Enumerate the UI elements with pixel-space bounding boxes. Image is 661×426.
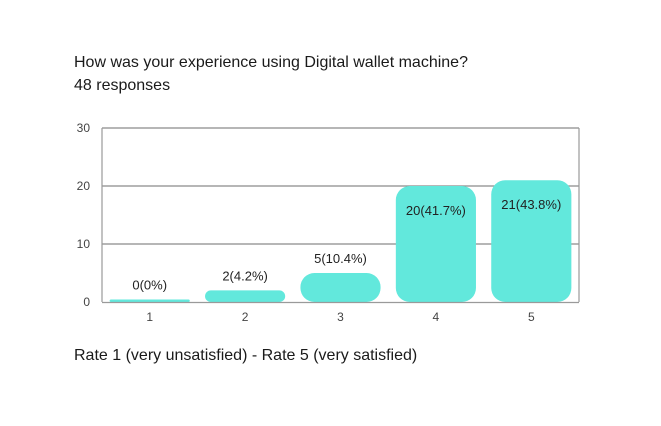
- data-label-2: 2(4.2%): [222, 268, 268, 283]
- x-tick-label-1: 1: [146, 310, 153, 324]
- bar-3: [300, 273, 381, 302]
- chart-title: How was your experience using Digital wa…: [74, 54, 468, 71]
- data-label-5: 21(43.8%): [501, 197, 561, 212]
- bar-4: [395, 186, 476, 302]
- rating-scale-note: Rate 1 (very unsatisfied) - Rate 5 (very…: [74, 347, 418, 364]
- data-label-1: 0(0%): [132, 278, 167, 293]
- bar-2: [205, 290, 286, 302]
- data-label-3: 5(10.4%): [314, 251, 367, 266]
- data-label-4: 20(41.7%): [406, 203, 466, 218]
- bar-1: [109, 299, 190, 302]
- x-tick-label-4: 4: [433, 310, 440, 324]
- x-tick-label-3: 3: [337, 310, 344, 324]
- y-tick-label-30: 30: [77, 121, 91, 135]
- response-count: 48 responses: [74, 77, 171, 94]
- x-tick-label-5: 5: [528, 310, 535, 324]
- x-tick-label-2: 2: [242, 310, 249, 324]
- y-tick-label-10: 10: [77, 237, 91, 251]
- y-tick-label-0: 0: [83, 295, 90, 309]
- bar-5: [491, 180, 572, 302]
- y-tick-label-20: 20: [77, 179, 91, 193]
